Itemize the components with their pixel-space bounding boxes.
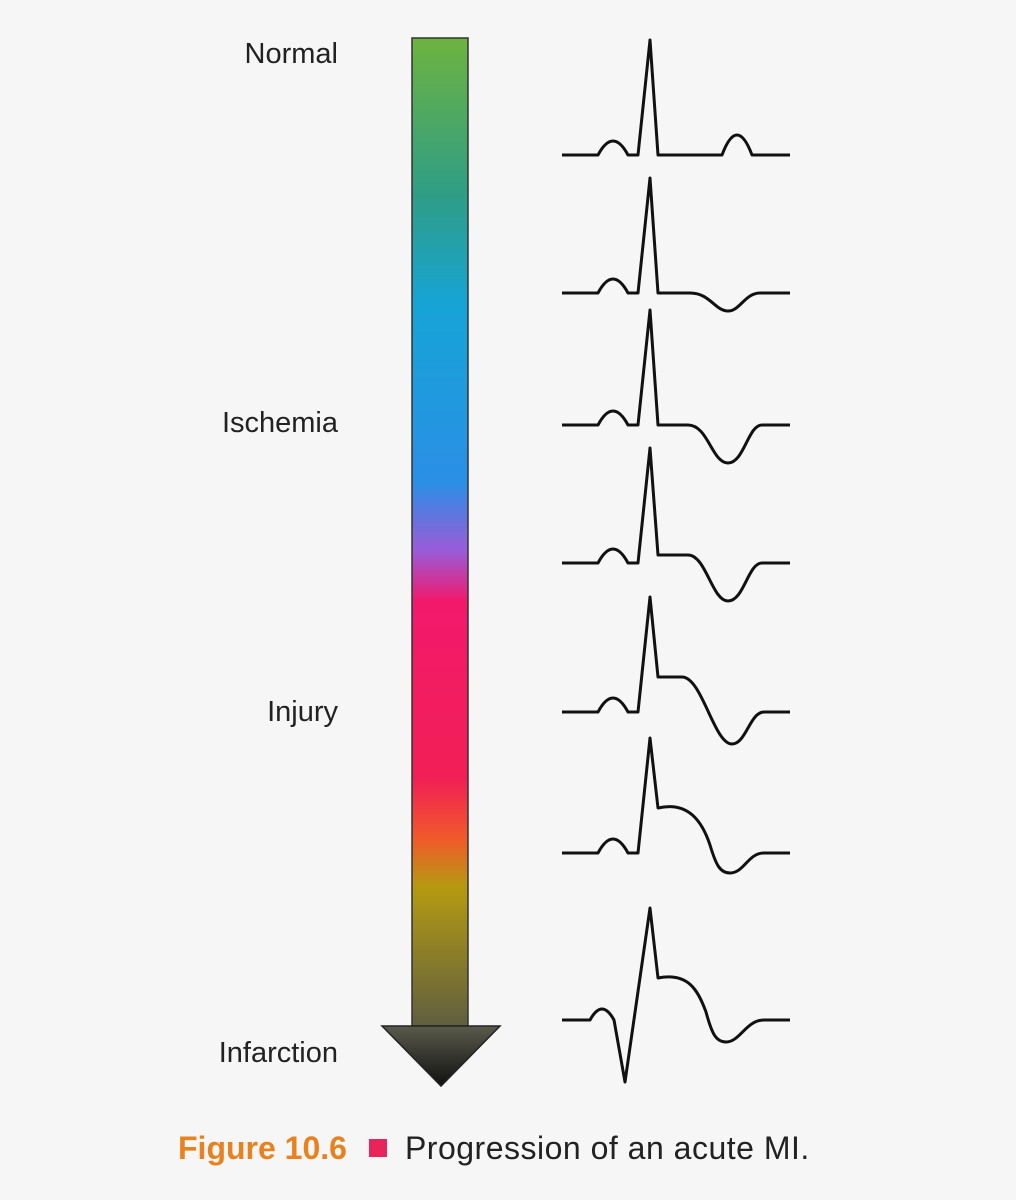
ecg-trace [562, 906, 790, 1084]
caption-marker [368, 1139, 387, 1157]
stage-label: Ischemia [221, 407, 338, 439]
ecg-trace [562, 38, 790, 157]
stage-label: Injury [267, 696, 338, 728]
ecg-traces [562, 38, 790, 1084]
ecg-trace [562, 595, 790, 746]
arrow-shaft [411, 37, 469, 1027]
figure-number: Figure 10.6 [178, 1130, 347, 1166]
stage-label: Normal [244, 38, 338, 70]
ecg-trace [562, 308, 790, 465]
ecg-trace [562, 176, 790, 313]
stage-label: Infarction [218, 1037, 338, 1069]
ecg-trace [562, 736, 790, 875]
arrow-head [380, 1025, 502, 1088]
ecg-trace [562, 446, 790, 603]
caption: Figure 10.6 Progression of an acute MI. [178, 1132, 810, 1164]
caption-text: Progression of an acute MI. [404, 1130, 810, 1166]
